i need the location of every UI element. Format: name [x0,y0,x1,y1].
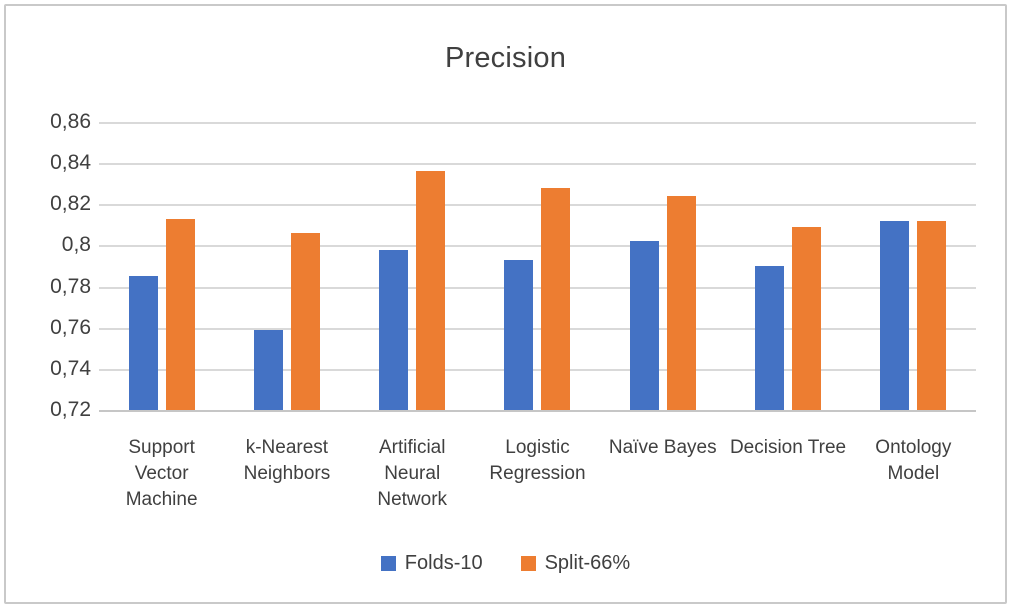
y-axis: 0,86 0,84 0,82 0,8 0,78 0,76 0,74 0,72 [6,110,91,421]
legend: Folds-10 Split-66% [6,552,1005,575]
bar-split-66- [792,226,822,410]
y-axis-tick-label: 0,84 [50,151,91,175]
bar-split-66- [165,218,195,410]
legend-item-split-66pct: Split-66% [520,552,631,575]
gridline [99,286,976,289]
bar-folds-10 [504,259,534,410]
bar-split-66- [541,187,571,410]
y-axis-tick-label: 0,76 [50,315,91,339]
split-66pct-swatch-icon [520,556,536,571]
y-axis-tick-label: 0,72 [50,398,91,421]
bar-group [224,123,349,411]
gridline [99,368,976,371]
bar-split-66- [917,220,947,410]
legend-item-folds-10: Folds-10 [380,552,483,575]
gridline [99,163,976,166]
plot-area [99,122,976,412]
bar-split-66- [290,233,320,410]
bar-group [99,123,224,411]
gridline [99,204,976,207]
y-axis-tick-label: 0,82 [50,192,91,216]
x-category-label: Naïve Bayes [608,437,717,458]
bar-group [475,123,600,411]
bar-group [350,123,475,411]
bar-folds-10 [880,220,910,410]
x-category-label: Ontology Model [875,437,952,484]
bar-folds-10 [629,241,659,410]
bar-group [725,123,850,411]
bar-split-66- [666,196,696,410]
x-axis-line [99,410,976,412]
gridline [99,245,976,248]
chart-title: Precision [444,42,567,74]
x-category-label: Decision Tree [729,437,847,458]
gridline [99,327,976,330]
legend-label: Split-66% [544,552,631,574]
bar-split-66- [416,171,446,410]
y-axis-tick-label: 0,86 [50,110,91,133]
y-axis-tick-label: 0,74 [50,356,91,380]
folds-10-swatch-icon [380,556,396,571]
y-axis-tick-label: 0,8 [61,233,91,257]
y-axis-tick-label: 0,78 [50,274,91,298]
chart-frame: Precision 0,86 0,84 0,82 0,8 0,78 0,76 0,74 0,7… [4,4,1007,604]
x-category-label: k-Nearest Neighbors [243,437,331,484]
bar-group [851,123,976,411]
gridline [99,122,976,124]
bar-folds-10 [128,276,158,410]
bar-group [600,123,725,411]
bar-folds-10 [253,329,283,410]
x-category-label: Artificial Neural Network [377,437,448,510]
bar-folds-10 [755,266,785,410]
x-axis: Support Vector Machine k-Nearest Neighbor… [99,435,976,513]
x-category-label: Support Vector Machine [125,437,198,510]
x-category-label: Logistic Regression [489,437,586,484]
legend-label: Folds-10 [404,552,483,574]
bar-folds-10 [379,249,409,410]
